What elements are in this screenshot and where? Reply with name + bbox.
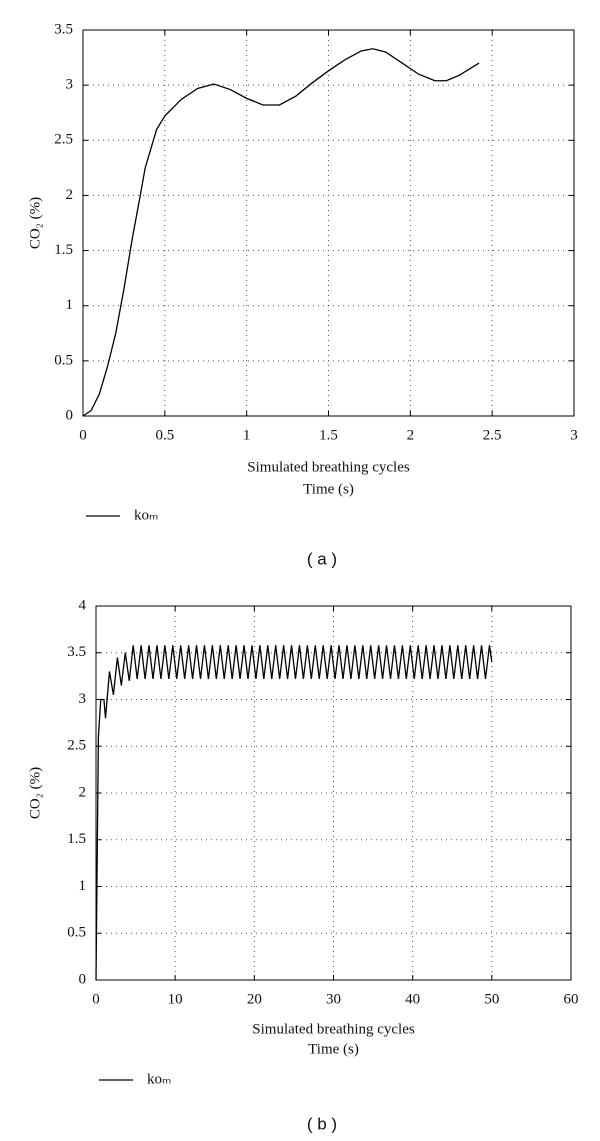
x-tick-label: 2.5	[483, 427, 502, 443]
caption: ( a )	[307, 549, 337, 568]
y-tick-label: 0.5	[67, 925, 86, 941]
y-tick-label: 2.5	[67, 738, 86, 754]
x-tick-label: 0	[79, 427, 87, 443]
x-tick-label: 20	[247, 991, 262, 1007]
data-line	[95, 645, 493, 981]
y-tick-label: 1	[79, 878, 87, 894]
y-tick-label: 3	[79, 691, 87, 707]
y-tick-label: 1	[66, 297, 74, 313]
y-tick-label: 2.5	[54, 132, 73, 148]
y-tick-label: 3	[66, 77, 74, 93]
y-axis-label: CO₂ (%)	[27, 197, 43, 249]
x-tick-label: 40	[405, 991, 420, 1007]
x-tick-label: 10	[168, 991, 183, 1007]
x-tick-label: 1.5	[319, 427, 338, 443]
caption: ( b )	[307, 1114, 337, 1133]
y-tick-label: 1.5	[54, 242, 73, 258]
x-tick-label: 0	[92, 991, 100, 1007]
x-axis-label: Simulated breathing cycles	[252, 1021, 415, 1037]
x-axis-label: Simulated breathing cycles	[247, 459, 410, 475]
x-axis-label-2: Time (s)	[308, 1041, 359, 1057]
plot-frame	[82, 29, 575, 417]
y-tick-label: 3.5	[54, 21, 73, 37]
x-axis-label-2: Time (s)	[303, 481, 354, 497]
x-tick-label: 50	[484, 991, 499, 1007]
y-tick-label: 0	[66, 407, 74, 423]
plot-frame	[95, 605, 572, 981]
x-tick-label: 60	[564, 991, 579, 1007]
y-tick-label: 0	[79, 971, 87, 987]
data-line	[82, 48, 480, 417]
y-tick-label: 2	[79, 784, 87, 800]
legend-label: koₘ	[134, 507, 158, 523]
legend-label: koₘ	[147, 1071, 171, 1087]
y-tick-label: 1.5	[67, 831, 86, 847]
y-tick-label: 3.5	[67, 644, 86, 660]
x-tick-label: 0.5	[155, 427, 174, 443]
y-tick-label: 2	[66, 187, 74, 203]
x-tick-label: 30	[326, 991, 341, 1007]
y-axis-label: CO₂ (%)	[27, 767, 43, 819]
y-tick-label: 0.5	[54, 352, 73, 368]
y-tick-label: 4	[79, 597, 87, 613]
x-tick-label: 2	[407, 427, 415, 443]
x-tick-label: 1	[243, 427, 251, 443]
x-tick-label: 3	[570, 427, 578, 443]
